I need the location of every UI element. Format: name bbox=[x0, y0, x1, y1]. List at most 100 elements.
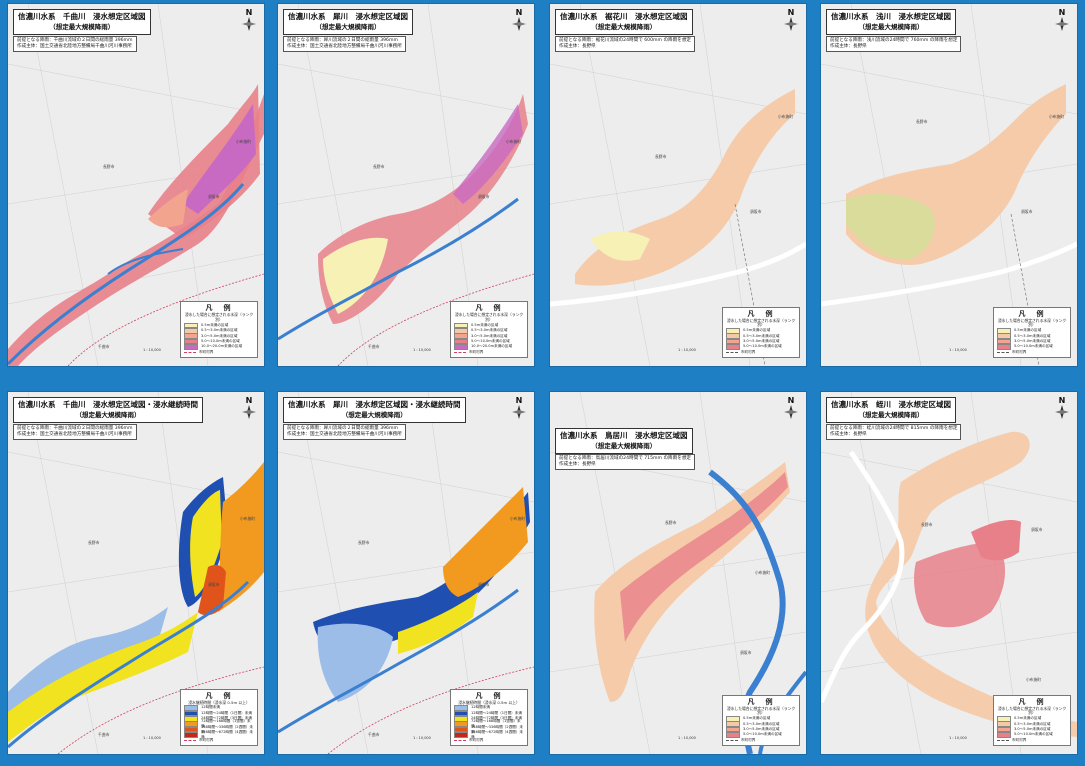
place-label: 須坂市 bbox=[1021, 209, 1033, 214]
legend-item: 0.5〜3.0m未満の区域 bbox=[454, 327, 524, 334]
place-label: 千曲市 bbox=[368, 344, 380, 349]
legend-swatch bbox=[184, 322, 198, 329]
legend-label: 10.0〜20.0m未満の区域 bbox=[201, 344, 243, 349]
place-label: 小布施町 bbox=[1049, 114, 1065, 119]
legend-label: 3.0〜5.0m未満の区域 bbox=[471, 333, 508, 338]
legend-item: 5.0〜10.0m未満の区域 bbox=[997, 344, 1067, 350]
map-sheet-chikuma-duration[interactable]: 信濃川水系 千曲川 浸水想定区域図・浸水継続時間 （想定最大規模降雨） 前提とな… bbox=[8, 392, 264, 754]
legend-label: 0.5〜3.0m未満の区域 bbox=[1014, 721, 1051, 726]
legend-swatch bbox=[454, 710, 468, 717]
legend-label: 市町村界 bbox=[469, 737, 484, 742]
legend-item: 3.0〜5.0m未満の区域 bbox=[726, 726, 796, 733]
place-label: 須坂市 bbox=[1031, 527, 1043, 532]
map-sheet-asa-depth[interactable]: 信濃川水系 浅川 浸水想定区域図 （想定最大規模降雨） 前提となる降雨：浅川流域… bbox=[821, 4, 1077, 366]
scale-bar: 1 : 10,000 bbox=[949, 736, 967, 740]
place-label: 須坂市 bbox=[208, 194, 220, 199]
legend-label: 0.5〜3.0m未満の区域 bbox=[201, 328, 238, 333]
legend-label: 10.0〜20.0m未満の区域 bbox=[471, 344, 513, 349]
legend-item: 5.0〜10.0m未満の区域 bbox=[726, 344, 796, 350]
legend-heading: 浸水した場合に想定される水深（ランク別） bbox=[454, 312, 524, 323]
legend-swatch bbox=[454, 338, 468, 345]
boundary-line-swatch bbox=[726, 351, 738, 353]
legend-label: 3.0〜5.0m未満の区域 bbox=[1014, 727, 1051, 732]
legend-label: 5.0〜10.0m未満の区域 bbox=[1014, 732, 1053, 737]
map-sheet-sai-depth[interactable]: 信濃川水系 犀川 浸水想定区域図 （想定最大規模降雨） 前提となる降雨：犀川流域… bbox=[278, 4, 534, 366]
map-sheet-susobana-depth[interactable]: 信濃川水系 裾花川 浸水想定区域図 （想定最大規模降雨） 前提となる降雨：裾花川… bbox=[550, 4, 806, 366]
place-label: 長野市 bbox=[88, 540, 100, 545]
legend-label: 5.0〜10.0m未満の区域 bbox=[743, 344, 782, 349]
legend-item: 市町村界 bbox=[184, 350, 254, 355]
map-meta: 前提となる降雨：浅川流域の24時間で 760mm の降雨を想定 作成主体：長野県 bbox=[826, 36, 962, 53]
scale-bar: 1 : 10,000 bbox=[143, 736, 161, 740]
legend: 凡 例 浸水した場合に想定される水深（ランク別） 0.5m未満の区域 0.5〜3… bbox=[722, 306, 800, 358]
compass-icon bbox=[512, 17, 526, 31]
legend-label: 72時間〜168時間（1週間）未満 bbox=[471, 719, 521, 729]
author-note: 作成主体：長野県 bbox=[830, 432, 867, 438]
map-title-box: 信濃川水系 蛭川 浸水想定区域図 （想定最大規模降雨） bbox=[826, 397, 956, 423]
legend-label: 市町村界 bbox=[199, 349, 214, 354]
legend-swatch bbox=[184, 333, 198, 339]
legend-swatch bbox=[997, 338, 1011, 345]
north-label: N bbox=[1058, 396, 1066, 405]
map-title-box: 信濃川水系 犀川 浸水想定区域図・浸水継続時間 （想定最大規模降雨） bbox=[283, 397, 466, 423]
legend: 凡 例 浸水した場合に想定される水深（ランク別） 0.5m未満の区域 0.5〜3… bbox=[450, 301, 528, 358]
place-label: 須坂市 bbox=[208, 582, 220, 587]
north-arrow: N bbox=[1052, 8, 1072, 36]
legend-heading: 浸水した場合に想定される水深（ランク別） bbox=[726, 705, 796, 716]
north-arrow: N bbox=[239, 396, 259, 424]
map-meta: 前提となる降雨：犀川流域の２日間の総雨量 396mm 作成主体：国土交通省北陸地… bbox=[283, 36, 406, 53]
map-title-box: 信濃川水系 千曲川 浸水想定区域図 （想定最大規模降雨） bbox=[13, 9, 151, 35]
legend-item: 336時間〜672時間（4週間）未満 bbox=[454, 730, 524, 739]
legend-swatch bbox=[726, 732, 740, 738]
legend-swatch bbox=[184, 344, 198, 350]
legend-swatch bbox=[454, 732, 468, 738]
legend-item: 3.0〜5.0m未満の区域 bbox=[997, 338, 1067, 345]
legend-item: 0.5〜3.0m未満の区域 bbox=[997, 333, 1067, 339]
legend-swatch bbox=[726, 338, 740, 345]
north-label: N bbox=[515, 396, 523, 405]
map-canvas bbox=[8, 4, 264, 366]
author-note: 作成主体：国土交通省北陸地方整備局千曲川河川事務所 bbox=[287, 432, 402, 438]
place-label: 小布施町 bbox=[236, 139, 252, 144]
legend-item: 12時間〜24時間（1日間）未満 bbox=[184, 710, 254, 717]
map-sheet-sai-duration[interactable]: 信濃川水系 犀川 浸水想定区域図・浸水継続時間 （想定最大規模降雨） 前提となる… bbox=[278, 392, 534, 754]
compass-icon bbox=[1055, 405, 1069, 419]
compass-icon bbox=[242, 405, 256, 419]
legend-item: 72時間〜168時間（1週間）未満 bbox=[184, 719, 254, 728]
legend-swatch bbox=[997, 333, 1011, 339]
compass-icon bbox=[784, 405, 798, 419]
map-sheet-hiru-depth[interactable]: 信濃川水系 蛭川 浸水想定区域図 （想定最大規模降雨） 前提となる降雨：蛭川流域… bbox=[821, 392, 1077, 754]
legend-label: 0.5m未満の区域 bbox=[743, 328, 771, 333]
legend-label: 3.0〜5.0m未満の区域 bbox=[743, 339, 780, 344]
map-meta: 前提となる降雨：裾花川流域の24時間で 600mm の降雨を想定 作成主体：長野… bbox=[555, 36, 696, 53]
legend-item: 市町村界 bbox=[454, 350, 524, 355]
north-label: N bbox=[1058, 8, 1066, 17]
north-label: N bbox=[245, 396, 253, 405]
legend-label: 3.0〜5.0m未満の区域 bbox=[743, 727, 780, 732]
scale-bar: 1 : 10,000 bbox=[678, 348, 696, 352]
map-sheet-torii-depth[interactable]: 信濃川水系 鳥居川 浸水想定区域図 （想定最大規模降雨） 前提となる降雨：鳥居川… bbox=[550, 392, 806, 754]
compass-icon bbox=[1055, 17, 1069, 31]
legend-heading: 浸水した場合に想定される水深（ランク別） bbox=[997, 705, 1067, 716]
legend-swatch bbox=[454, 333, 468, 339]
map-sheet-chikuma-depth[interactable]: 信濃川水系 千曲川 浸水想定区域図 （想定最大規模降雨） 前提となる降雨：千曲川… bbox=[8, 4, 264, 366]
boundary-line-swatch bbox=[454, 739, 466, 741]
map-title: 信濃川水系 鳥居川 浸水想定区域図 bbox=[560, 431, 688, 440]
legend-item: 5.0〜10.0m未満の区域 bbox=[454, 338, 524, 345]
legend-item: 市町村界 bbox=[726, 350, 796, 355]
place-label: 小布施町 bbox=[506, 139, 522, 144]
legend-title: 凡 例 bbox=[205, 691, 233, 700]
boundary-line-swatch bbox=[726, 739, 738, 741]
rainfall-note: 前提となる降雨：犀川流域の２日間の総雨量 396mm bbox=[287, 426, 398, 431]
legend-swatch bbox=[454, 322, 468, 329]
north-arrow: N bbox=[781, 396, 801, 424]
legend-label: 0.5m未満の区域 bbox=[1014, 328, 1042, 333]
map-title-box: 信濃川水系 犀川 浸水想定区域図 （想定最大規模降雨） bbox=[283, 9, 413, 35]
author-note: 作成主体：長野県 bbox=[559, 462, 596, 468]
place-label: 小布施町 bbox=[755, 570, 771, 575]
legend-label: 168時間〜336時間（2週間）未満 bbox=[201, 724, 253, 734]
legend-label: 0.5〜3.0m未満の区域 bbox=[743, 721, 780, 726]
map-subtitle: （想定最大規模降雨） bbox=[49, 23, 115, 31]
legend: 凡 例 浸水継続時間（浸水深 0.5m 以上） 12時間未満 12時間〜24時間… bbox=[180, 688, 258, 746]
legend-label: 0.5m未満の区域 bbox=[201, 322, 229, 327]
